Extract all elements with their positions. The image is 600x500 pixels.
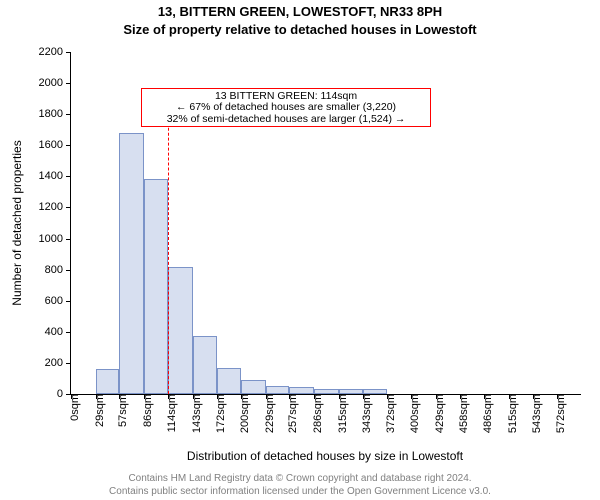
histogram-bar (289, 387, 314, 394)
xtick-label: 0sqm (61, 394, 81, 421)
xtick-label: 86sqm (134, 394, 154, 427)
xtick-label: 286sqm (304, 394, 324, 433)
histogram-bar (119, 133, 144, 394)
ytick-label: 2200 (39, 46, 71, 58)
annotation-line3: 32% of semi-detached houses are larger (… (148, 114, 424, 126)
xtick-label: 257sqm (279, 394, 299, 433)
ytick-label: 400 (45, 326, 71, 338)
histogram-bar (241, 380, 266, 394)
ytick-label: 800 (45, 264, 71, 276)
footer-line1: Contains HM Land Registry data © Crown c… (0, 473, 600, 484)
footer-line2: Contains public sector information licen… (0, 486, 600, 497)
ytick-label: 1200 (39, 201, 71, 213)
plot-area: 0200400600800100012001400160018002000220… (70, 52, 581, 395)
histogram-bar (193, 336, 218, 394)
property-marker-line (168, 88, 169, 394)
xtick-label: 114sqm (158, 394, 178, 432)
chart-title-line1: 13, BITTERN GREEN, LOWESTOFT, NR33 8PH (0, 4, 600, 19)
chart-container: 13, BITTERN GREEN, LOWESTOFT, NR33 8PH S… (0, 0, 600, 500)
ytick-label: 2000 (39, 77, 71, 89)
xtick-label: 343sqm (353, 394, 373, 433)
ytick-label: 600 (45, 295, 71, 307)
xtick-label: 200sqm (231, 394, 251, 433)
xtick-label: 543sqm (523, 394, 543, 433)
ytick-label: 200 (45, 357, 71, 369)
xaxis-title: Distribution of detached houses by size … (70, 449, 580, 463)
xtick-label: 458sqm (450, 394, 470, 433)
histogram-bar (96, 369, 120, 394)
xtick-label: 29sqm (86, 394, 106, 427)
xtick-label: 429sqm (426, 394, 446, 433)
ytick-label: 1000 (39, 233, 71, 245)
annotation-box: 13 BITTERN GREEN: 114sqm← 67% of detache… (141, 88, 431, 127)
xtick-label: 57sqm (109, 394, 129, 427)
xtick-label: 400sqm (401, 394, 421, 433)
histogram-bar (168, 267, 193, 394)
ytick-label: 1400 (39, 170, 71, 182)
xtick-label: 315sqm (329, 394, 349, 433)
xtick-label: 143sqm (183, 394, 203, 433)
histogram-bar (144, 179, 168, 394)
ytick-label: 1800 (39, 108, 71, 120)
xtick-label: 172sqm (207, 394, 227, 433)
ytick-label: 1600 (39, 139, 71, 151)
yaxis-title: Number of detached properties (10, 52, 24, 394)
xtick-label: 486sqm (474, 394, 494, 433)
histogram-bar (217, 368, 241, 394)
xtick-label: 572sqm (547, 394, 567, 433)
chart-title-line2: Size of property relative to detached ho… (0, 22, 600, 37)
xtick-label: 372sqm (377, 394, 397, 433)
histogram-bar (266, 386, 290, 394)
xtick-label: 229sqm (256, 394, 276, 433)
xtick-label: 515sqm (499, 394, 519, 433)
